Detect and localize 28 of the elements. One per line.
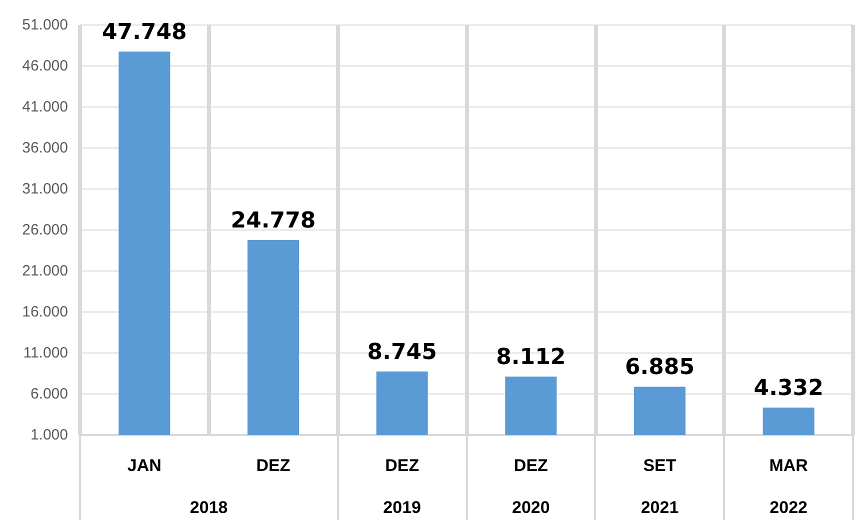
x-tick-label: SET — [643, 456, 677, 475]
x-tick-label: JAN — [127, 456, 162, 475]
y-tick-label: 51.000 — [22, 16, 68, 34]
data-label: 6.885 — [624, 355, 695, 380]
y-tick-label: 16.000 — [22, 304, 68, 320]
x-tick-label: DEZ — [385, 456, 420, 475]
y-tick-label: 41.000 — [22, 98, 68, 116]
text: 2019 — [383, 498, 421, 518]
x-tick-label: DEZ — [514, 456, 548, 475]
text: 2018 — [190, 498, 228, 518]
y-tick-label: 46.000 — [22, 58, 68, 74]
data-label: 8.745 — [367, 340, 437, 365]
data-label: 47.748 — [102, 20, 187, 46]
y-tick-label: 31.000 — [22, 180, 68, 198]
data-label: 24.778 — [230, 208, 316, 234]
text: 2020 — [512, 498, 550, 518]
y-tick-label: 11.000 — [23, 344, 68, 362]
data-label: 8.112 — [496, 345, 566, 370]
y-tick-label: 6.000 — [30, 386, 68, 402]
x-tick-label: MAR — [769, 456, 808, 475]
text: 2021 — [640, 498, 679, 518]
y-tick-label: 21.000 — [22, 262, 68, 280]
y-tick-label: 36.000 — [22, 140, 68, 156]
text: 2022 — [770, 498, 808, 518]
x-tick-label: DEZ — [256, 456, 290, 475]
y-tick-label: 26.000 — [22, 222, 68, 238]
data-label: 4.332 — [754, 376, 824, 402]
y-tick-label: 1.000 — [30, 426, 68, 444]
